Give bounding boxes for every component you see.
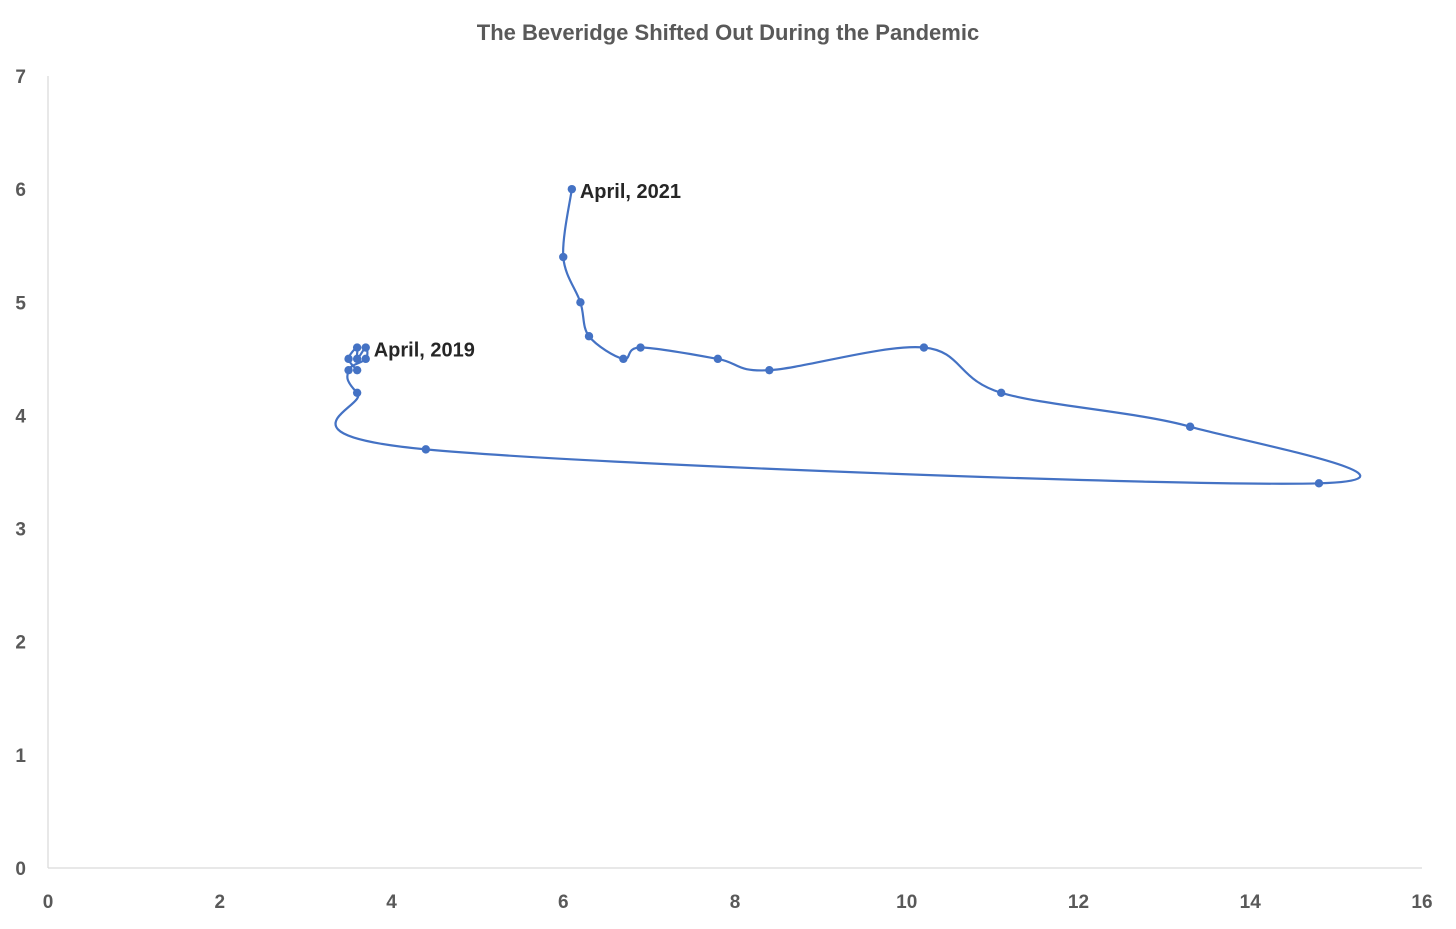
x-tick-labels: 0 2 4 6 8 10 12 14 16 bbox=[43, 892, 1433, 913]
x-tick-label: 8 bbox=[730, 892, 741, 913]
annotation-label: April, 2019 bbox=[374, 340, 475, 362]
data-point bbox=[919, 343, 929, 352]
data-point bbox=[765, 365, 774, 375]
data-point bbox=[361, 343, 370, 352]
y-tick-label: 5 bbox=[15, 293, 26, 314]
data-point bbox=[584, 332, 594, 341]
y-tick-label: 4 bbox=[15, 406, 26, 427]
data-point bbox=[352, 354, 362, 364]
chart-title: The Beveridge Shifted Out During the Pan… bbox=[477, 20, 979, 45]
x-tick-label: 16 bbox=[1411, 892, 1432, 913]
data-point bbox=[344, 354, 353, 364]
data-point bbox=[361, 354, 370, 364]
data-point bbox=[352, 388, 362, 397]
y-tick-label: 3 bbox=[15, 520, 26, 541]
data-point bbox=[636, 343, 645, 352]
data-point bbox=[421, 445, 431, 454]
annotations: April, 2019 April, 2021 bbox=[374, 181, 681, 361]
x-tick-label: 10 bbox=[896, 892, 917, 913]
y-tick-label: 0 bbox=[15, 859, 26, 880]
y-tick-labels: 0 1 2 3 4 5 6 7 bbox=[15, 67, 26, 880]
data-point bbox=[997, 388, 1006, 397]
data-point bbox=[1185, 422, 1195, 431]
data-points bbox=[344, 184, 1324, 488]
annotation-label: April, 2021 bbox=[580, 181, 681, 203]
data-point bbox=[567, 184, 577, 194]
data-point bbox=[352, 343, 362, 352]
x-tick-label: 12 bbox=[1068, 892, 1089, 913]
y-tick-label: 1 bbox=[15, 746, 26, 767]
data-point bbox=[559, 252, 568, 262]
y-tick-label: 2 bbox=[15, 633, 26, 654]
data-point bbox=[344, 365, 353, 375]
data-point bbox=[352, 365, 362, 375]
data-point bbox=[619, 354, 628, 364]
x-tick-label: 14 bbox=[1240, 892, 1262, 913]
x-tick-label: 2 bbox=[214, 892, 225, 913]
y-tick-label: 7 bbox=[15, 67, 26, 88]
series-line bbox=[334, 188, 1362, 485]
y-tick-label: 6 bbox=[15, 180, 26, 201]
data-point bbox=[576, 298, 585, 307]
data-point bbox=[1314, 479, 1324, 488]
x-tick-label: 4 bbox=[386, 892, 397, 913]
x-tick-label: 0 bbox=[43, 892, 54, 913]
data-point bbox=[713, 354, 723, 364]
x-tick-label: 6 bbox=[558, 892, 569, 913]
